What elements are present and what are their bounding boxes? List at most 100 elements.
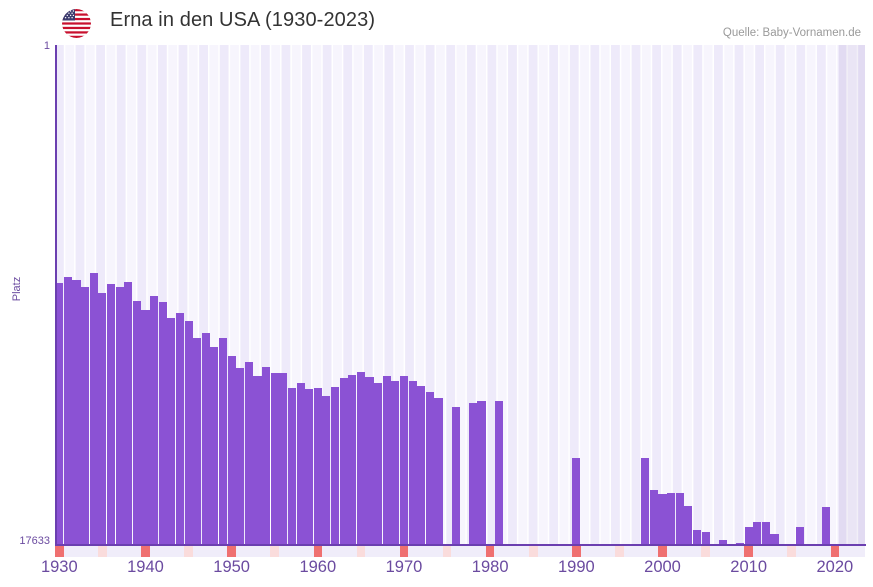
bar <box>331 387 340 545</box>
x-tick-cell <box>546 546 555 557</box>
x-tick-cell <box>192 546 202 557</box>
bar <box>106 283 116 545</box>
x-tick-cell <box>304 546 314 557</box>
x-tick-cell <box>735 546 745 557</box>
x-tick-minor <box>528 546 538 557</box>
x-tick-cell <box>425 546 435 557</box>
bar <box>477 400 486 545</box>
bar <box>761 522 770 545</box>
x-tick-cell <box>709 546 719 557</box>
x-tick-minor <box>270 546 280 557</box>
x-tick-minor <box>184 546 193 557</box>
bar <box>72 280 81 545</box>
bar <box>348 375 357 545</box>
x-tick-cell <box>580 546 590 557</box>
x-tick-cell <box>416 546 426 557</box>
x-axis-tick-label: 1980 <box>471 558 509 576</box>
x-axis-tick-label: 2010 <box>730 558 768 576</box>
bar <box>753 522 762 545</box>
x-tick-major <box>313 546 323 557</box>
x-tick-cell <box>718 546 728 557</box>
bar <box>408 381 417 545</box>
bar <box>718 540 727 545</box>
x-tick-major <box>572 546 581 557</box>
bar <box>417 385 426 545</box>
x-tick-cell <box>365 546 374 557</box>
bar <box>796 527 805 545</box>
bar <box>150 296 159 545</box>
bar <box>227 355 236 545</box>
bar <box>641 457 650 545</box>
x-tick-cell <box>649 546 659 557</box>
x-axis-tick-strip <box>55 546 865 557</box>
source-attribution: Quelle: Baby-Vornamen.de <box>722 27 861 39</box>
x-tick-cell <box>778 546 788 557</box>
x-tick-cell <box>115 546 124 557</box>
x-tick-cell <box>554 546 564 557</box>
x-axis-tick-label: 1990 <box>557 558 595 576</box>
x-tick-cell <box>434 546 443 557</box>
x-tick-cell <box>80 546 90 557</box>
bar <box>701 532 710 545</box>
x-tick-cell <box>347 546 357 557</box>
bar <box>210 346 219 545</box>
bar <box>658 494 667 545</box>
bar <box>313 388 322 545</box>
x-tick-major <box>141 546 150 557</box>
bar <box>55 282 64 545</box>
y-axis-line <box>55 45 57 546</box>
bar <box>287 388 296 545</box>
x-tick-minor <box>442 546 452 557</box>
x-tick-minor <box>787 546 797 557</box>
x-tick-cell <box>218 546 228 557</box>
x-tick-minor <box>615 546 624 557</box>
bar <box>184 321 193 545</box>
x-axis-tick-label: 1970 <box>385 558 423 576</box>
x-tick-cell <box>339 546 348 557</box>
x-tick-cell <box>847 546 857 557</box>
x-tick-cell <box>804 546 814 557</box>
x-tick-cell <box>451 546 460 557</box>
x-tick-cell <box>408 546 417 557</box>
x-tick-cell <box>296 546 305 557</box>
x-tick-major <box>830 546 840 557</box>
x-axis-tick-label: 1940 <box>127 558 164 576</box>
x-tick-cell <box>63 546 73 557</box>
plot-area <box>55 45 865 545</box>
bar <box>201 333 210 545</box>
bar <box>322 395 331 545</box>
bar <box>494 400 503 545</box>
x-tick-cell <box>106 546 116 557</box>
bar <box>175 313 184 545</box>
x-tick-cell <box>391 546 400 557</box>
y-axis-title: Platz <box>11 276 23 302</box>
bar <box>193 337 202 545</box>
x-tick-cell <box>244 546 254 557</box>
x-axis-line <box>55 544 866 546</box>
x-tick-minor <box>98 546 107 557</box>
bar <box>399 375 409 545</box>
x-tick-cell <box>494 546 504 557</box>
x-tick-cell <box>821 546 831 557</box>
x-axis-tick-label: 1950 <box>213 558 250 576</box>
x-tick-cell <box>201 546 211 557</box>
bar <box>262 366 271 545</box>
x-tick-cell <box>175 546 185 557</box>
bar <box>167 318 176 545</box>
x-tick-cell <box>261 546 271 557</box>
x-tick-cell <box>477 546 486 557</box>
bar <box>98 292 107 545</box>
x-tick-major <box>744 546 753 557</box>
x-tick-cell <box>666 546 676 557</box>
bar <box>425 392 434 545</box>
bar <box>374 382 383 545</box>
bar <box>667 492 676 545</box>
forecast-shaded-region <box>839 45 865 545</box>
bar <box>572 457 581 545</box>
x-tick-cell <box>597 546 607 557</box>
x-tick-cell <box>813 546 822 557</box>
bar <box>158 301 167 545</box>
x-tick-cell <box>856 546 865 557</box>
x-tick-minor <box>356 546 366 557</box>
bar <box>63 277 72 545</box>
